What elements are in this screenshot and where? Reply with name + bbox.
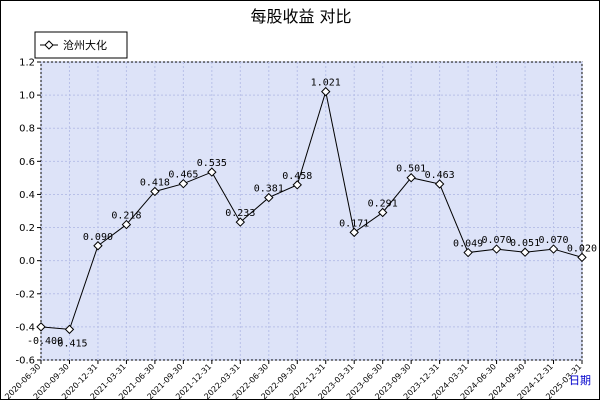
data-point-marker [520,247,530,257]
y-tick-label: -0.4 [15,322,35,333]
data-label: 0.535 [197,158,227,169]
data-label: 0.070 [482,235,512,246]
x-axis: 2020-06-302020-09-302020-12-312021-03-31… [3,360,583,401]
data-point-marker [36,322,46,332]
chart-title: 每股收益 对比 [250,7,351,26]
data-label: 0.291 [368,198,398,209]
legend: 沧州大化 [34,31,128,59]
data-label: 0.465 [168,170,198,181]
data-point-marker [434,179,445,189]
y-tick-label: 0.0 [19,256,35,267]
data-point-marker [178,178,189,189]
data-label: 1.021 [311,78,341,89]
data-label: 0.381 [254,184,284,195]
data-point-marker [292,180,302,190]
y-tick-label: 0.6 [19,157,35,168]
data-label: -0.400 [27,336,63,347]
data-point-marker [64,324,75,335]
legend-item-label: 沧州大化 [63,38,107,52]
y-tick-label: -0.2 [15,289,35,300]
y-tick-label: 1.2 [19,58,35,69]
data-point-marker [150,186,160,197]
data-point-marker [121,219,132,230]
y-axis: -0.6 -0.4 -0.2 0.0 0.2 0.4 0.6 0.8 1.0 1.2 [15,58,41,367]
data-label: 0.501 [396,164,426,175]
data-point-marker [377,207,388,218]
data-label: 0.218 [111,211,141,222]
data-label: 0.418 [140,177,170,188]
series-polyline [40,91,583,330]
y-tick-label: 1.0 [19,91,35,102]
data-point-marker [463,247,473,258]
y-tick-label: -0.6 [15,356,35,367]
data-label: 0.051 [510,238,540,249]
data-label: 0.090 [83,232,113,243]
data-label: 0.233 [225,208,255,219]
data-label: 0.049 [453,239,483,250]
data-point-marker [577,252,587,263]
data-point-marker [491,244,502,254]
data-point-marker [548,244,559,254]
data-label: 0.458 [282,171,312,182]
data-point-marker [349,227,359,238]
data-point-marker [406,173,416,183]
data-point-marker [235,217,246,227]
y-tick-label: 0.8 [19,124,35,135]
plot-area [40,61,583,361]
data-label: 0.070 [538,235,568,246]
legend-marker-icon [44,40,54,50]
y-tick-label: 0.4 [19,190,35,201]
data-label: 0.463 [425,170,455,181]
data-point-marker [207,167,217,177]
data-point-marker [321,86,331,97]
data-label: -0.415 [51,338,87,349]
data-point-marker [264,192,274,203]
grid-lines [40,61,583,361]
data-label: 0.171 [339,218,369,229]
data-point-marker [93,241,103,251]
y-tick-label: 0.2 [19,223,35,234]
x-axis-label: 日期 [569,374,591,387]
data-label: 0.020 [567,243,597,254]
series-line [36,86,587,335]
